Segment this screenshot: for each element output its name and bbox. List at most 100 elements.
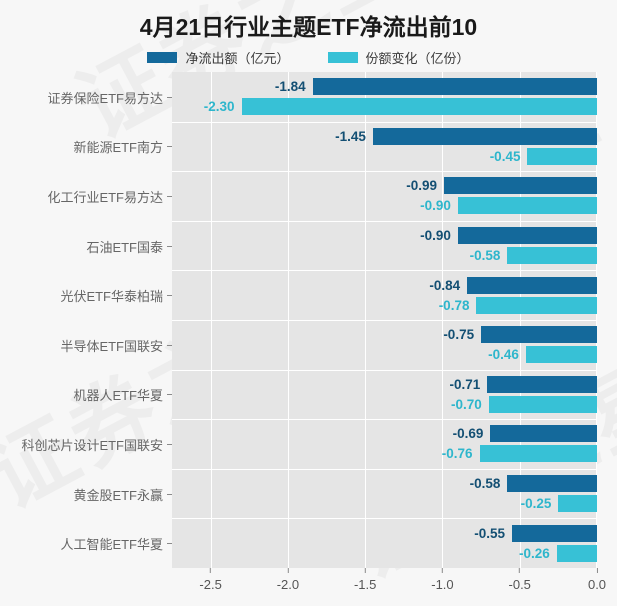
y-axis-label: 科创芯片设计ETF国联安 (21, 438, 163, 453)
legend-item-0[interactable]: 净流出额（亿元） (147, 48, 290, 67)
y-axis-tick-mark (167, 196, 172, 197)
bar-item[interactable]: -0.99 (172, 177, 597, 195)
x-axis-label: -2.0 (276, 577, 300, 592)
bar-value-label: -0.78 (438, 297, 470, 313)
bar-value-label: -0.75 (443, 327, 475, 343)
bar-group: -0.84 -0.78 (172, 270, 597, 320)
bar-rect[interactable] (476, 296, 597, 314)
bar-rect[interactable] (512, 524, 597, 542)
bar-item[interactable]: -0.58 (172, 475, 597, 493)
bar-value-label: -0.71 (449, 376, 481, 392)
x-axis-tick-0: -2.5 (199, 568, 222, 592)
bar-rect[interactable] (444, 177, 597, 195)
bar-rect[interactable] (488, 395, 597, 413)
bar-item[interactable]: -0.75 (172, 326, 597, 344)
bar-rows: -1.84 -2.30 -1.45 -0.45 -0.99 -0.90 -0.90 -0.58… (172, 72, 597, 568)
bar-item[interactable]: -0.84 (172, 276, 597, 294)
bar-value-label: -0.26 (519, 545, 550, 561)
y-axis-tick-mark (167, 444, 172, 445)
bar-group: -0.58 -0.25 (172, 469, 597, 519)
legend-item-1[interactable]: 份额变化（亿份） (327, 48, 470, 67)
bar-item[interactable]: -1.45 (172, 127, 597, 145)
x-axis: -2.5 -2.0 -1.5 -1.0 -0.5 0.0 (172, 568, 606, 606)
bar-group: -0.55 -0.26 (172, 518, 597, 568)
bar-rect[interactable] (457, 197, 597, 215)
bar-value-label: -2.30 (203, 99, 235, 115)
y-axis-tick-mark (167, 245, 172, 247)
bar-rect[interactable] (490, 425, 597, 443)
y-axis-tick-mark (167, 394, 172, 396)
bar-item[interactable]: -0.55 (172, 524, 597, 542)
bar-rect[interactable] (467, 276, 597, 294)
bar-group: -1.84 -2.30 (172, 72, 597, 122)
bar-group: -0.99 -0.90 (172, 171, 597, 221)
x-axis-label: -0.5 (508, 577, 531, 592)
y-axis-label: 人工智能ETF华夏 (60, 537, 163, 553)
y-axis-label: 机器人ETF华夏 (73, 388, 163, 404)
x-axis-tick-4: -0.5 (509, 568, 531, 592)
bar-rect[interactable] (507, 247, 597, 265)
y-axis-tick-mark (167, 146, 172, 148)
bar-item[interactable]: -0.90 (172, 197, 597, 215)
x-axis-label: -1.5 (353, 577, 377, 592)
bar-value-label: -0.55 (474, 525, 505, 541)
bar-group: -0.69 -0.76 (172, 419, 597, 469)
bar-item[interactable]: -0.26 (172, 544, 597, 562)
bar-rect[interactable] (525, 346, 597, 364)
bar-value-label: -0.90 (420, 228, 451, 244)
y-axis-tick-4: 光伏ETF华泰柏瑞 (60, 286, 172, 305)
bar-rect[interactable] (556, 544, 597, 562)
y-axis-tick-mark (167, 344, 172, 346)
y-axis-label: 石油ETF国泰 (86, 239, 163, 255)
y-axis-label: 新能源ETF南方 (73, 140, 163, 156)
x-axis-tick-mark (210, 568, 212, 573)
bar-group: -0.71 -0.70 (172, 370, 597, 420)
y-axis-tick-mark (167, 295, 172, 297)
bar-rect[interactable] (487, 375, 597, 393)
bar-item[interactable]: -0.69 (172, 425, 597, 443)
bar-value-label: -0.70 (451, 396, 482, 412)
x-axis-tick-mark (441, 568, 443, 573)
y-axis-tick-mark (167, 96, 172, 98)
bar-value-label: -0.84 (429, 277, 461, 293)
bar-item[interactable]: -0.58 (172, 247, 597, 265)
y-axis-tick-6: 机器人ETF华夏 (73, 385, 172, 404)
y-axis-label: 化工行业ETF易方达 (47, 190, 163, 205)
y-axis-tick-9: 人工智能ETF华夏 (60, 534, 172, 553)
x-axis-label: -2.5 (199, 577, 222, 592)
bar-item[interactable]: -0.45 (172, 147, 597, 165)
bar-item[interactable]: -1.84 (172, 78, 597, 96)
bar-item[interactable]: -0.25 (172, 495, 597, 513)
x-axis-tick-5: 0.0 (588, 568, 606, 592)
bar-rect[interactable] (507, 475, 597, 493)
y-axis-label: 半导体ETF国联安 (60, 338, 163, 354)
bar-item[interactable]: -0.76 (172, 445, 597, 463)
bar-item[interactable]: -0.71 (172, 375, 597, 393)
bar-value-label: -0.58 (469, 248, 501, 264)
y-axis-tick-5: 半导体ETF国联安 (60, 336, 172, 355)
x-axis-label: -1.0 (431, 577, 454, 592)
y-axis-tick-0: 证券保险ETF易方达 (47, 88, 172, 107)
bar-item[interactable]: -0.46 (172, 346, 597, 364)
bar-value-label: -0.69 (452, 426, 484, 442)
y-axis-tick-2: 化工行业ETF易方达 (47, 187, 172, 206)
bar-rect[interactable] (241, 98, 597, 116)
bar-rect[interactable] (312, 78, 597, 96)
chart-title: 4月21日行业主题ETF净流出前10 (139, 14, 478, 40)
bar-item[interactable]: -2.30 (172, 98, 597, 116)
x-axis-tick-1: -2.0 (277, 568, 299, 592)
bar-rect[interactable] (457, 227, 597, 245)
bar-value-label: -0.90 (420, 198, 451, 214)
bar-value-label: -0.99 (406, 178, 437, 194)
bar-rect[interactable] (558, 495, 597, 513)
bar-item[interactable]: -0.90 (172, 227, 597, 245)
bar-rect[interactable] (481, 326, 597, 344)
bar-rect[interactable] (372, 127, 597, 145)
bar-item[interactable]: -0.70 (172, 395, 597, 413)
bar-item[interactable]: -0.78 (172, 296, 597, 314)
legend-swatch-0 (147, 52, 178, 63)
bar-rect[interactable] (527, 147, 597, 165)
x-axis-tick-mark (519, 568, 521, 573)
legend-swatch-1 (327, 52, 358, 63)
bar-rect[interactable] (479, 445, 597, 463)
